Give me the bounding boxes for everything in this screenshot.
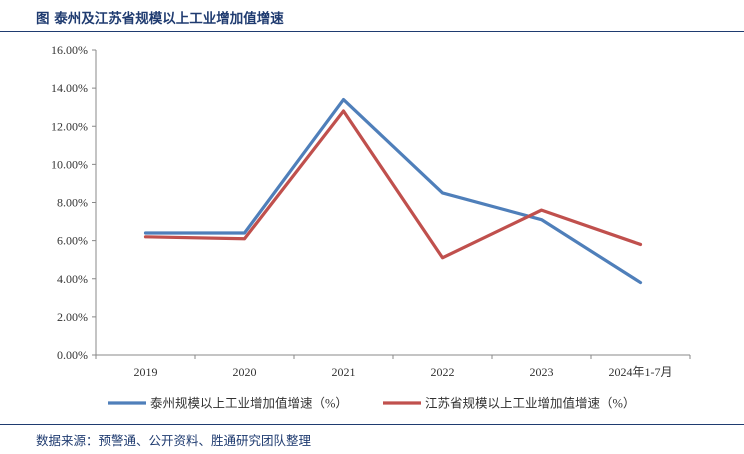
series-line-2	[143, 109, 643, 260]
y-tick-label: 10.00%	[51, 157, 88, 171]
chart-title: 图 泰州及江苏省规模以上工业增加值增速	[36, 11, 284, 27]
x-tick-label: 2023	[530, 365, 554, 379]
y-tick-label: 4.00%	[57, 272, 88, 286]
footer-divider	[0, 424, 744, 425]
source-note: 数据来源：预警通、公开资料、胜通研究团队整理	[36, 433, 312, 448]
x-tick-label: 2020	[233, 365, 257, 379]
x-tick-label: 2019	[134, 365, 158, 379]
x-tick-label: 2024年1-7月	[609, 365, 673, 379]
y-tick-label: 12.00%	[51, 119, 88, 133]
legend-label: 江苏省规模以上工业增加值增速（%）	[425, 396, 635, 411]
x-tick-label: 2022	[431, 365, 455, 379]
y-tick-label: 14.00%	[51, 81, 88, 95]
x-tick-label: 2021	[332, 365, 356, 379]
chart-area: 0.00% 2.00% 4.00% 6.00% 8.00% 10.00% 12.00% 14.…	[0, 33, 744, 423]
legend-label: 泰州规模以上工业增加值增速（%）	[150, 396, 348, 411]
line-chart: 0.00% 2.00% 4.00% 6.00% 8.00% 10.00% 12.00% 14.…	[51, 43, 691, 411]
y-tick-label: 2.00%	[57, 310, 88, 324]
title-bar: 图 泰州及江苏省规模以上工业增加值增速	[0, 0, 744, 32]
y-tick-label: 16.00%	[51, 43, 88, 57]
series-line-1	[143, 97, 643, 285]
y-tick-label: 0.00%	[57, 348, 88, 362]
y-tick-label: 8.00%	[57, 196, 88, 210]
y-tick-label: 6.00%	[57, 234, 88, 248]
